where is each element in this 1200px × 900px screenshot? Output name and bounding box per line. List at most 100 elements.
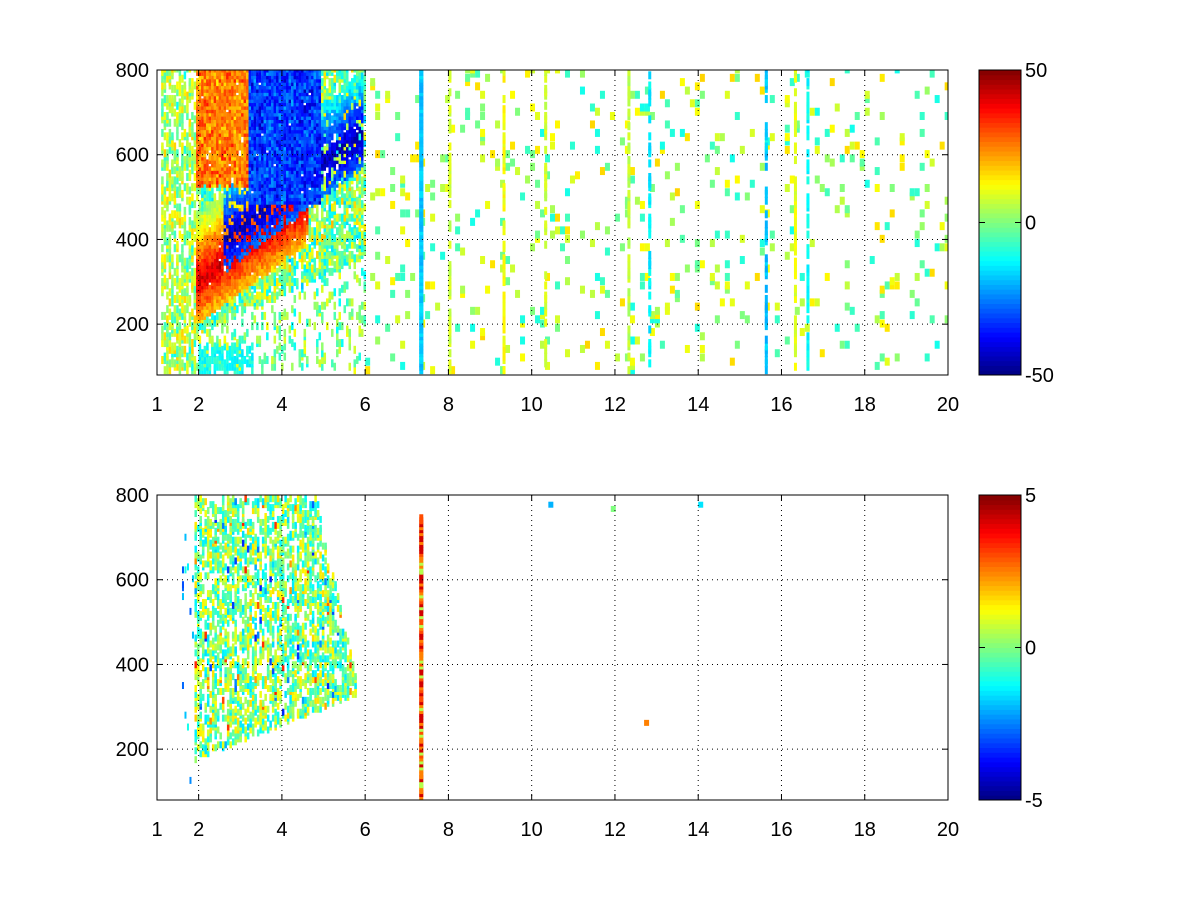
heatmap-cell	[331, 359, 334, 368]
heatmap-cell	[814, 298, 820, 307]
heatmap-cell	[363, 74, 366, 83]
heatmap-cell	[176, 332, 179, 341]
heatmap-cell	[183, 145, 187, 154]
heatmap-cell	[333, 189, 337, 198]
heatmap-cell	[228, 70, 232, 73]
heatmap-cell	[298, 105, 302, 114]
heatmap-cell	[679, 128, 685, 137]
heatmap-cell	[754, 272, 760, 281]
heatmap-cell	[353, 169, 357, 178]
heatmap-cell	[273, 70, 277, 76]
heatmap-cell	[168, 308, 172, 317]
heatmap-cell	[814, 137, 820, 146]
heatmap-cell	[316, 203, 319, 212]
heatmap-cell	[278, 311, 282, 320]
heatmap-cell	[629, 90, 635, 99]
heatmap-cell	[283, 342, 287, 351]
heatmap-cell	[211, 186, 214, 195]
heatmap-cell	[348, 230, 352, 239]
heatmap-cell	[161, 70, 164, 73]
heatmap-cell	[545, 361, 551, 370]
heatmap-cell	[261, 186, 264, 195]
heatmap-cell	[515, 107, 521, 116]
heatmap-cell	[218, 70, 222, 76]
heatmap-cell	[181, 305, 184, 314]
heatmap-cell	[178, 166, 182, 175]
heatmap-cell	[530, 70, 536, 74]
heatmap-cell	[276, 345, 279, 354]
heatmap-cell	[619, 137, 625, 146]
heatmap-cell	[178, 230, 182, 239]
heatmap-cell	[191, 281, 194, 290]
heatmap-cell	[203, 308, 207, 317]
heatmap-cell	[173, 118, 177, 127]
heatmap-cell	[844, 209, 850, 218]
heatmap-cell	[293, 257, 297, 266]
heatmap-cell	[196, 247, 199, 256]
heatmap-cell	[173, 359, 177, 368]
heatmap-cell	[351, 298, 354, 307]
heatmap-cell	[331, 142, 334, 151]
heatmap-cell	[331, 88, 334, 97]
heatmap-cell	[241, 264, 244, 273]
heatmap-cell	[674, 188, 680, 197]
heatmap-cell	[316, 345, 319, 354]
heatmap-cell	[313, 70, 317, 76]
heatmap-cell	[789, 175, 795, 184]
heatmap-cell	[181, 84, 184, 93]
heatmap-cell	[346, 325, 349, 334]
heatmap-cell	[674, 294, 680, 303]
heatmap-cell	[256, 335, 259, 344]
heatmap-cell	[400, 209, 406, 218]
heatmap-cell	[166, 172, 169, 181]
heatmap-cell	[724, 179, 730, 188]
heatmap-cell	[316, 70, 319, 73]
heatmap-cell	[231, 362, 234, 371]
heatmap-cell	[216, 250, 219, 259]
heatmap-cell	[183, 156, 187, 165]
heatmap-cell	[291, 274, 294, 283]
heatmap-cell	[178, 98, 182, 107]
heatmap-cell	[168, 70, 172, 76]
heatmap-cell	[216, 78, 219, 87]
heatmap-cell	[241, 189, 244, 198]
heatmap-cell	[390, 200, 396, 209]
heatmap-cell	[241, 128, 244, 137]
heatmap-cell	[308, 70, 312, 76]
heatmap-cell	[268, 250, 272, 259]
heatmap-cell	[261, 322, 264, 331]
heatmap-cell	[173, 220, 177, 229]
heatmap-cell	[331, 220, 334, 229]
heatmap-cell	[161, 339, 164, 348]
heatmap-cell	[166, 237, 169, 246]
heatmap-cell	[333, 261, 337, 270]
heatmap-cell	[256, 156, 259, 165]
heatmap-cell	[171, 84, 174, 93]
heatmap-cell	[644, 86, 650, 95]
heatmap-cell	[343, 233, 347, 242]
heatmap-cell	[346, 281, 349, 290]
heatmap-cell	[223, 70, 227, 76]
heatmap-cell	[311, 264, 314, 273]
heatmap-cell	[211, 311, 214, 320]
heatmap-cell	[355, 227, 359, 236]
heatmap-cell	[196, 186, 199, 195]
heatmap-cell	[355, 274, 359, 283]
heatmap-cell	[313, 271, 317, 280]
heatmap-cell	[699, 73, 705, 82]
heatmap-cell	[729, 298, 735, 307]
heatmap-cell	[183, 105, 187, 114]
heatmap-cell	[283, 261, 287, 270]
heatmap-cell	[268, 152, 272, 161]
heatmap-cell	[186, 294, 189, 303]
heatmap-cell	[351, 78, 354, 87]
heatmap-cell	[248, 186, 252, 195]
heatmap-cell	[308, 95, 312, 104]
heatmap-cell	[198, 70, 202, 73]
heatmap-cell	[358, 278, 361, 287]
heatmap-cell	[238, 291, 242, 300]
heatmap-cell	[233, 70, 237, 76]
heatmap-cell	[216, 70, 219, 76]
heatmap-cell	[460, 124, 466, 133]
heatmap-cell	[480, 103, 486, 112]
